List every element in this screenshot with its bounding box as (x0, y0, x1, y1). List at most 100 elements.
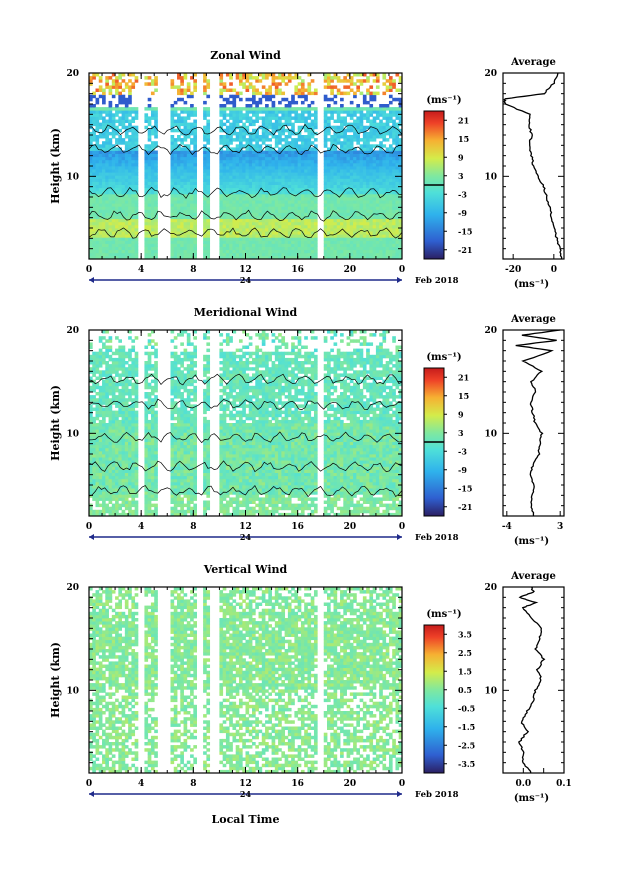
heatmap-cell (115, 246, 119, 251)
heatmap-cell (349, 255, 354, 260)
heatmap-cell (105, 429, 109, 433)
heatmap-cell (287, 206, 292, 210)
heatmap-cell (327, 159, 331, 164)
heatmap-cell (330, 88, 334, 92)
heatmap-cell (294, 169, 299, 173)
heatmap-cell (333, 197, 338, 201)
heatmap-cell (238, 110, 243, 114)
heatmap-cell (281, 138, 286, 142)
heatmap-cell (372, 175, 377, 179)
heatmap-cell (111, 249, 116, 254)
heatmap-cell (242, 144, 246, 148)
heatmap-cell (115, 364, 119, 368)
heatmap-cell (95, 255, 100, 260)
heatmap-cell (330, 234, 334, 238)
heatmap-cell (121, 97, 126, 102)
heatmap-cell (206, 162, 211, 167)
heatmap-cell (343, 255, 347, 260)
heatmap-cell (128, 221, 132, 226)
heatmap-cell (225, 228, 230, 232)
heatmap-cell (362, 255, 367, 260)
heatmap-cell (219, 200, 224, 204)
heatmap-cell (333, 162, 338, 167)
heatmap-cell (346, 234, 351, 238)
heatmap-cell (180, 88, 184, 92)
heatmap-cell (118, 172, 122, 176)
heatmap-cell (343, 187, 347, 192)
heatmap-cell (105, 224, 109, 229)
heatmap-cell (245, 85, 250, 89)
heatmap-cell (356, 249, 361, 254)
heatmap-cell (353, 224, 357, 229)
heatmap-cell (131, 218, 136, 223)
heatmap-cell (330, 107, 334, 111)
heatmap-cell (297, 234, 302, 238)
heatmap-cell (95, 450, 100, 455)
heatmap-cell (265, 156, 269, 161)
heatmap-cell (307, 73, 312, 77)
heatmap-cell (346, 135, 351, 139)
heatmap-cell (89, 79, 93, 83)
heatmap-cell (95, 119, 100, 123)
heatmap-cell (265, 190, 269, 195)
heatmap-cell (245, 221, 250, 226)
heatmap-cell (271, 175, 276, 179)
heatmap-cell (118, 187, 122, 192)
heatmap-cell (252, 94, 256, 99)
heatmap-cell (89, 475, 93, 480)
heatmap-cell (307, 162, 312, 167)
heatmap-cell (255, 172, 259, 176)
heatmap-cell (327, 79, 331, 83)
heatmap-cell (105, 494, 109, 498)
heatmap-cell (323, 178, 328, 182)
heatmap-cell (349, 116, 354, 120)
heatmap-cell (278, 91, 282, 96)
heatmap-cell (115, 367, 119, 371)
heatmap-cell (232, 110, 237, 114)
heatmap-cell (392, 234, 396, 238)
heatmap-cell (369, 252, 374, 257)
heatmap-cell (385, 107, 390, 111)
heatmap-cell (190, 218, 194, 223)
heatmap-cell (92, 131, 96, 136)
heatmap-cell (375, 85, 380, 89)
heatmap-cell (255, 228, 259, 232)
heatmap-cell (108, 432, 113, 436)
heatmap-cell (131, 131, 136, 136)
heatmap-cell (340, 190, 344, 195)
heatmap-cell (343, 162, 347, 167)
heatmap-cell (271, 135, 276, 139)
x-tick-label: 4 (138, 265, 144, 275)
heatmap-cell (392, 119, 396, 123)
heatmap-cell (343, 224, 347, 229)
heatmap-cell (102, 200, 106, 204)
heatmap-cell (340, 224, 344, 229)
heatmap-cell (183, 197, 188, 201)
heatmap-cell (265, 243, 269, 247)
heatmap-cell (336, 197, 341, 201)
heatmap-cell (304, 116, 308, 120)
heatmap-cell (229, 178, 233, 182)
heatmap-cell (375, 252, 380, 257)
heatmap-cell (131, 181, 136, 185)
heatmap-cell (115, 162, 119, 167)
heatmap-cell (235, 135, 240, 139)
heatmap-cell (382, 116, 387, 120)
colorbar-unit: (ms⁻¹) (426, 95, 461, 106)
heatmap-cell (366, 187, 370, 192)
heatmap-cell (343, 153, 347, 158)
heatmap-cell (105, 184, 109, 189)
heatmap-cell (385, 200, 390, 204)
heatmap-cell (388, 193, 393, 198)
heatmap-cell (261, 184, 266, 189)
heatmap-cell (190, 246, 194, 251)
heatmap-cell (235, 169, 240, 173)
heatmap-cell (190, 110, 194, 114)
heatmap-cell (118, 503, 122, 508)
heatmap-cell (359, 206, 364, 210)
heatmap-cell (111, 231, 116, 235)
heatmap-cell (111, 488, 116, 492)
heatmap-cell (261, 135, 266, 139)
heatmap-cell (92, 122, 96, 127)
heatmap-cell (398, 237, 403, 241)
